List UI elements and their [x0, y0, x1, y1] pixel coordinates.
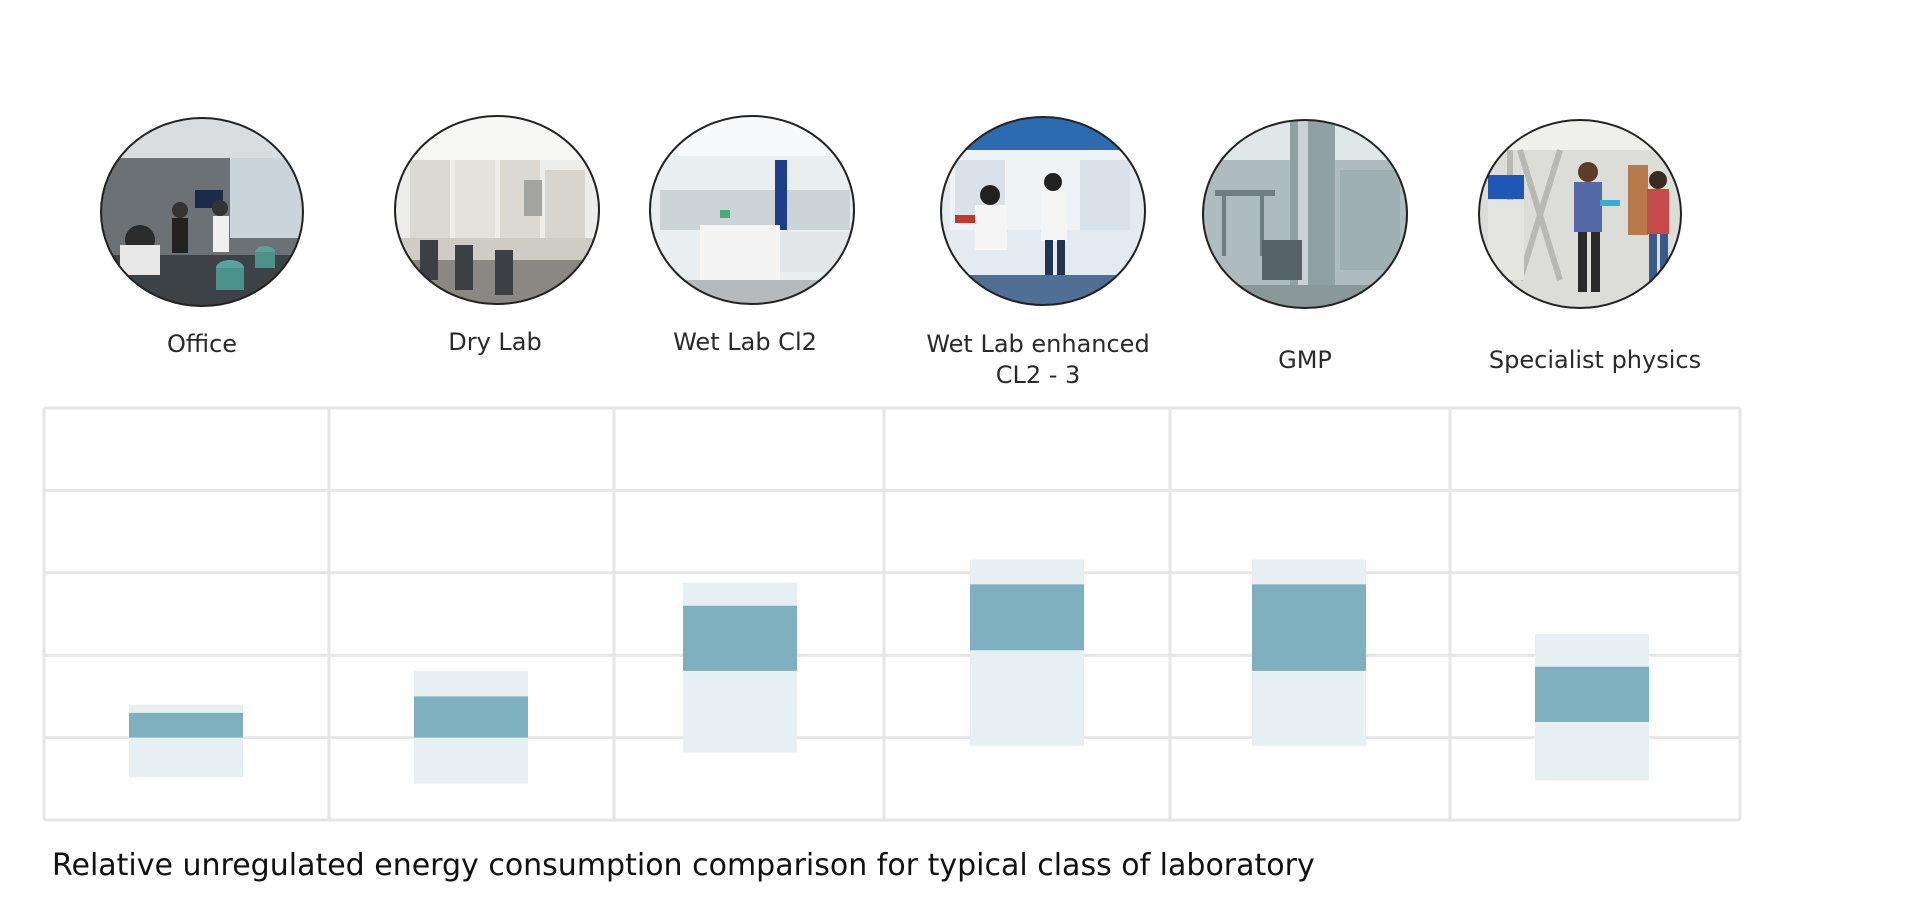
typical-bar	[414, 696, 528, 738]
typical-bar	[683, 605, 797, 671]
typical-bar	[129, 712, 243, 738]
gmp-photo	[1203, 120, 1407, 308]
chart-caption: Relative unregulated energy consumption …	[52, 848, 1315, 883]
category-label-wet-lab-cl2: Wet Lab Cl2	[673, 328, 817, 356]
typical-bar	[1535, 666, 1649, 722]
category-label-dry-lab: Dry Lab	[448, 328, 542, 356]
category-label-gmp: GMP	[1278, 346, 1332, 374]
category-label-specialist-physics: Specialist physics	[1488, 346, 1702, 374]
chart-grid	[42, 406, 1742, 822]
category-label-office: Office	[166, 330, 238, 358]
typical-bar	[970, 584, 1084, 651]
typical-bar	[1252, 584, 1366, 671]
photo-borders	[100, 115, 1682, 309]
dry-lab-photo	[395, 116, 599, 304]
chart-bars	[129, 559, 1649, 784]
category-label-wet-lab-enhanced: Wet Lab enhanced CL2 - 3	[926, 330, 1150, 389]
